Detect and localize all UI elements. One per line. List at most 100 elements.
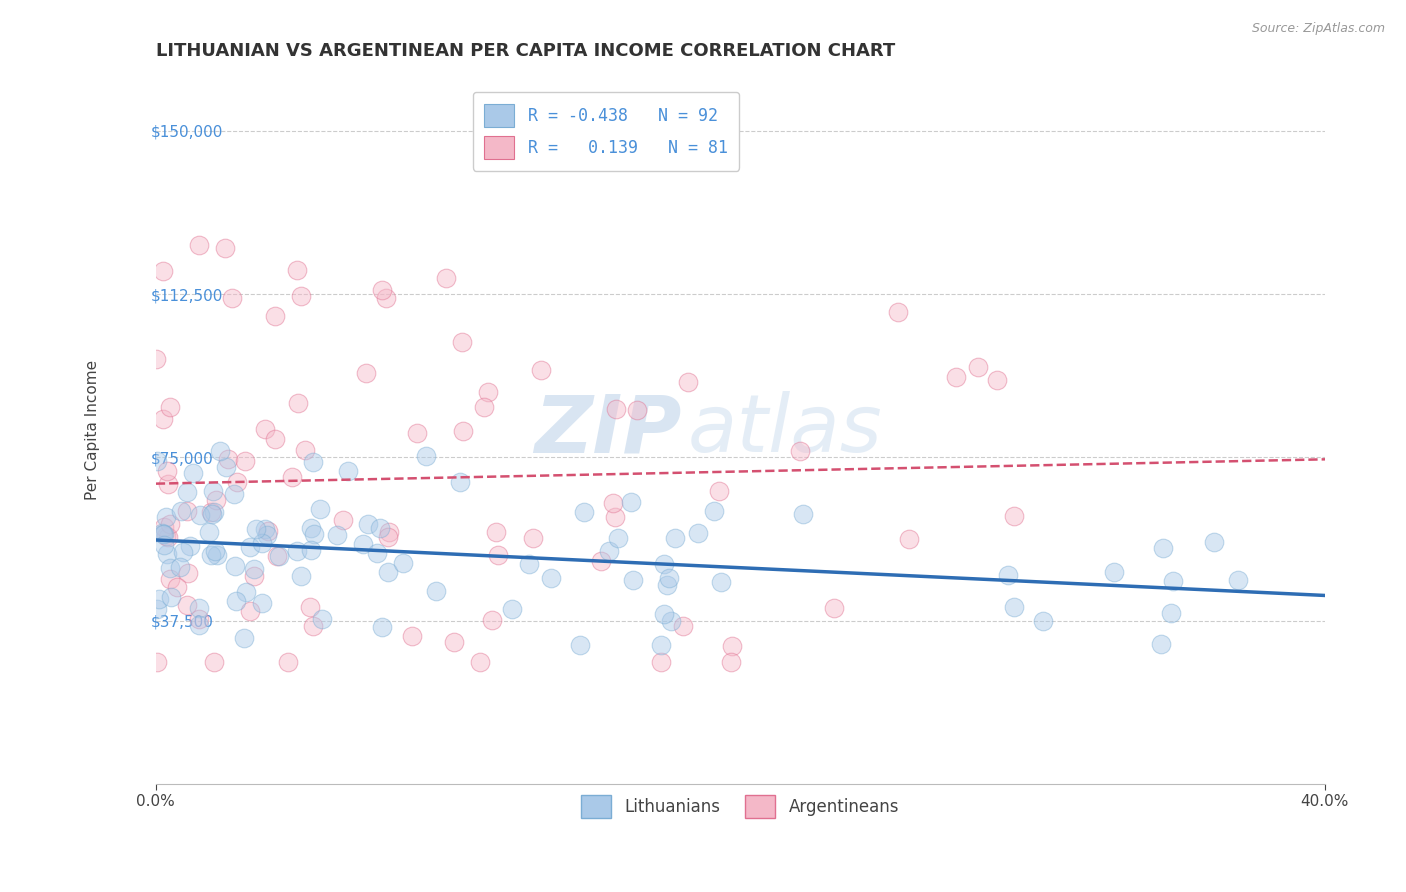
- Point: [621, 573, 644, 587]
- Point: [443, 634, 465, 648]
- Point: [225, 594, 247, 608]
- Point: [267, 549, 290, 564]
- Point: [299, 543, 322, 558]
- Point: [449, 475, 471, 489]
- Point: [477, 384, 499, 399]
- Point: [652, 558, 675, 572]
- Point: [299, 521, 322, 535]
- Point: [197, 524, 219, 539]
- Point: [188, 237, 211, 252]
- Point: [672, 619, 695, 633]
- Point: [572, 505, 595, 519]
- Point: [391, 556, 413, 570]
- Point: [1161, 574, 1184, 589]
- Point: [235, 584, 257, 599]
- Point: [172, 545, 194, 559]
- Point: [325, 528, 347, 542]
- Point: [302, 527, 325, 541]
- Point: [257, 524, 280, 539]
- Point: [720, 655, 742, 669]
- Point: [298, 599, 321, 614]
- Point: [605, 402, 627, 417]
- Point: [146, 602, 169, 616]
- Point: [485, 525, 508, 540]
- Point: [789, 444, 811, 458]
- Point: [208, 443, 231, 458]
- Point: [243, 569, 266, 583]
- Point: [371, 620, 394, 634]
- Point: [153, 520, 176, 534]
- Point: [253, 522, 276, 536]
- Point: [177, 566, 200, 580]
- Point: [187, 612, 209, 626]
- Point: [233, 453, 256, 467]
- Point: [501, 602, 523, 616]
- Point: [703, 504, 725, 518]
- Point: [401, 629, 423, 643]
- Point: [434, 270, 457, 285]
- Point: [214, 241, 236, 255]
- Point: [225, 475, 247, 489]
- Point: [823, 600, 845, 615]
- Point: [239, 541, 262, 555]
- Point: [243, 562, 266, 576]
- Point: [522, 531, 544, 545]
- Point: [664, 531, 686, 545]
- Point: [1002, 599, 1025, 614]
- Point: [377, 566, 399, 580]
- Point: [159, 561, 181, 575]
- Point: [179, 539, 201, 553]
- Point: [721, 639, 744, 653]
- Point: [285, 544, 308, 558]
- Point: [224, 559, 246, 574]
- Point: [530, 363, 553, 377]
- Point: [1152, 541, 1174, 556]
- Point: [201, 508, 224, 522]
- Point: [166, 580, 188, 594]
- Point: [205, 548, 228, 562]
- Point: [354, 366, 377, 380]
- Point: [290, 289, 312, 303]
- Point: [294, 443, 316, 458]
- Point: [156, 477, 179, 491]
- Point: [630, 145, 652, 160]
- Point: [159, 572, 181, 586]
- Point: [337, 464, 360, 478]
- Point: [155, 529, 177, 543]
- Point: [253, 422, 276, 436]
- Point: [146, 655, 169, 669]
- Point: [375, 291, 398, 305]
- Point: [657, 578, 679, 592]
- Y-axis label: Per Capita Income: Per Capita Income: [86, 360, 100, 500]
- Point: [568, 638, 591, 652]
- Point: [368, 521, 391, 535]
- Point: [366, 546, 388, 560]
- Point: [1202, 534, 1225, 549]
- Point: [357, 516, 380, 531]
- Point: [1102, 565, 1125, 579]
- Point: [202, 484, 225, 499]
- Point: [217, 452, 239, 467]
- Point: [215, 460, 238, 475]
- Point: [377, 524, 399, 539]
- Point: [250, 536, 273, 550]
- Point: [150, 525, 173, 540]
- Point: [152, 263, 174, 277]
- Point: [200, 506, 222, 520]
- Point: [309, 501, 332, 516]
- Point: [377, 530, 399, 544]
- Legend: Lithuanians, Argentineans: Lithuanians, Argentineans: [575, 788, 905, 825]
- Point: [170, 504, 193, 518]
- Point: [887, 305, 910, 319]
- Point: [352, 536, 374, 550]
- Point: [202, 655, 225, 669]
- Point: [285, 263, 308, 277]
- Point: [1226, 574, 1249, 588]
- Point: [152, 538, 174, 552]
- Point: [945, 370, 967, 384]
- Point: [517, 557, 540, 571]
- Point: [602, 496, 624, 510]
- Point: [156, 464, 179, 478]
- Point: [187, 618, 209, 632]
- Point: [176, 599, 198, 613]
